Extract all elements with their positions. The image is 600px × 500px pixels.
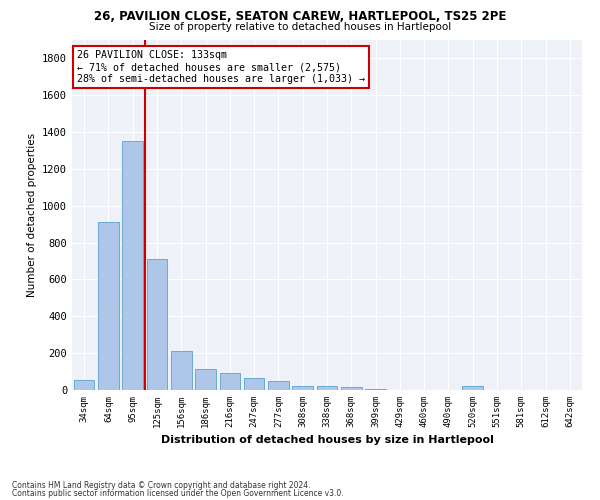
- Bar: [220, 372, 240, 390]
- X-axis label: Distribution of detached houses by size in Hartlepool: Distribution of detached houses by size …: [161, 436, 493, 446]
- Text: 26, PAVILION CLOSE, SEATON CAREW, HARTLEPOOL, TS25 2PE: 26, PAVILION CLOSE, SEATON CAREW, HARTLE…: [94, 10, 506, 23]
- Text: Contains HM Land Registry data © Crown copyright and database right 2024.: Contains HM Land Registry data © Crown c…: [12, 481, 311, 490]
- Bar: [341, 387, 362, 390]
- Y-axis label: Number of detached properties: Number of detached properties: [26, 133, 37, 297]
- Text: 26 PAVILION CLOSE: 133sqm
← 71% of detached houses are smaller (2,575)
28% of se: 26 PAVILION CLOSE: 133sqm ← 71% of detac…: [77, 50, 365, 84]
- Bar: [268, 381, 289, 390]
- Bar: [74, 380, 94, 390]
- Text: Size of property relative to detached houses in Hartlepool: Size of property relative to detached ho…: [149, 22, 451, 32]
- Bar: [292, 386, 313, 390]
- Bar: [146, 259, 167, 390]
- Bar: [365, 388, 386, 390]
- Bar: [463, 386, 483, 390]
- Bar: [122, 142, 143, 390]
- Text: Contains public sector information licensed under the Open Government Licence v3: Contains public sector information licen…: [12, 488, 344, 498]
- Bar: [317, 386, 337, 390]
- Bar: [171, 352, 191, 390]
- Bar: [195, 369, 216, 390]
- Bar: [98, 222, 119, 390]
- Bar: [244, 378, 265, 390]
